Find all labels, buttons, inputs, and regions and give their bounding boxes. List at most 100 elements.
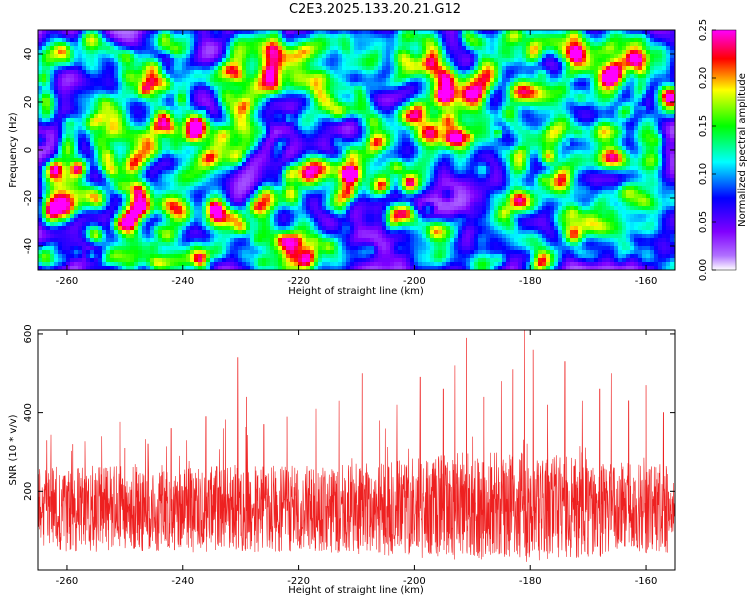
heatmap-cell <box>178 66 183 71</box>
heatmap-cell <box>666 126 671 131</box>
heatmap-cell <box>670 66 675 71</box>
heatmap-cell <box>358 114 363 119</box>
heatmap-cell <box>250 70 255 75</box>
heatmap-cell <box>122 58 127 63</box>
heatmap-cell <box>422 42 427 47</box>
heatmap-cell <box>194 98 199 103</box>
heatmap-cell <box>658 146 663 151</box>
heatmap-cell <box>570 30 575 35</box>
heatmap-cell <box>458 78 463 83</box>
heatmap-cell <box>126 30 131 35</box>
heatmap-cell <box>242 42 247 47</box>
heatmap-cell <box>494 98 499 103</box>
heatmap-cell <box>298 50 303 55</box>
heatmap-cell <box>58 86 63 91</box>
heatmap-cell <box>550 102 555 107</box>
heatmap-cell <box>374 58 379 63</box>
heatmap-cell <box>194 138 199 143</box>
heatmap-cell <box>134 146 139 151</box>
heatmap-cell <box>254 98 259 103</box>
heatmap-cell <box>486 94 491 99</box>
heatmap-cell <box>526 90 531 95</box>
heatmap-cell <box>114 150 119 155</box>
heatmap-cell <box>402 90 407 95</box>
heatmap-cell <box>190 130 195 135</box>
heatmap-cell <box>234 118 239 123</box>
heatmap-cell <box>426 146 431 151</box>
heatmap-cell <box>354 142 359 147</box>
heatmap-cell <box>434 66 439 71</box>
heatmap-cell <box>578 78 583 83</box>
heatmap-cell <box>626 142 631 147</box>
heatmap-cell <box>382 138 387 143</box>
heatmap-cell <box>346 62 351 67</box>
heatmap-cell <box>670 50 675 55</box>
heatmap-cell <box>530 142 535 147</box>
heatmap-cell <box>294 46 299 51</box>
heatmap-cell <box>166 90 171 95</box>
heatmap-cell <box>626 62 631 67</box>
heatmap-cell <box>42 46 47 51</box>
heatmap-cell <box>350 54 355 59</box>
heatmap-cell <box>442 86 447 91</box>
heatmap-cell <box>218 134 223 139</box>
heatmap-cell <box>162 34 167 39</box>
heatmap-cell <box>330 70 335 75</box>
heatmap-cell <box>270 150 275 155</box>
heatmap-cell <box>58 82 63 87</box>
heatmap-cell <box>386 86 391 91</box>
heatmap-cell <box>302 134 307 139</box>
heatmap-cell <box>262 62 267 67</box>
heatmap-cell <box>194 110 199 115</box>
heatmap-cell <box>618 94 623 99</box>
heatmap-cell <box>222 110 227 115</box>
heatmap-cell <box>538 122 543 127</box>
heatmap-cell <box>318 90 323 95</box>
heatmap-cell <box>522 122 527 127</box>
heatmap-cell <box>98 70 103 75</box>
heatmap-cell <box>242 78 247 83</box>
heatmap-cell <box>558 34 563 39</box>
heatmap-cell <box>274 134 279 139</box>
heatmap-cell <box>490 30 495 35</box>
heatmap-cell <box>482 78 487 83</box>
heatmap-cell <box>342 38 347 43</box>
heatmap-cell <box>158 130 163 135</box>
heatmap-cell <box>342 118 347 123</box>
heatmap-cell <box>178 102 183 107</box>
heatmap-cell <box>466 70 471 75</box>
heatmap-cell <box>598 106 603 111</box>
heatmap-cell <box>442 50 447 55</box>
heatmap-cell <box>38 74 43 79</box>
heatmap-cell <box>622 106 627 111</box>
heatmap-cell <box>598 118 603 123</box>
heatmap-cell <box>654 62 659 67</box>
heatmap-cell <box>530 118 535 123</box>
heatmap-cell <box>394 94 399 99</box>
heatmap-cell <box>662 102 667 107</box>
heatmap-cell <box>190 126 195 131</box>
heatmap-cell <box>442 146 447 151</box>
heatmap-cell <box>50 134 55 139</box>
heatmap-cell <box>294 38 299 43</box>
heatmap-cell <box>230 74 235 79</box>
heatmap-cell <box>414 86 419 91</box>
heatmap-cell <box>266 66 271 71</box>
heatmap-cell <box>206 138 211 143</box>
heatmap-cell <box>582 114 587 119</box>
heatmap-cell <box>614 90 619 95</box>
heatmap-cell <box>466 122 471 127</box>
heatmap-cell <box>390 54 395 59</box>
heatmap-cell <box>290 94 295 99</box>
heatmap-cell <box>366 90 371 95</box>
heatmap-cell <box>126 130 131 135</box>
heatmap-cell <box>214 54 219 59</box>
heatmap-cell <box>522 34 527 39</box>
heatmap-cell <box>234 110 239 115</box>
heatmap-cell <box>230 106 235 111</box>
heatmap-cell <box>150 118 155 123</box>
heatmap-cell <box>566 54 571 59</box>
heatmap-cell <box>102 62 107 67</box>
heatmap-cell <box>394 46 399 51</box>
heatmap-cell <box>142 138 147 143</box>
